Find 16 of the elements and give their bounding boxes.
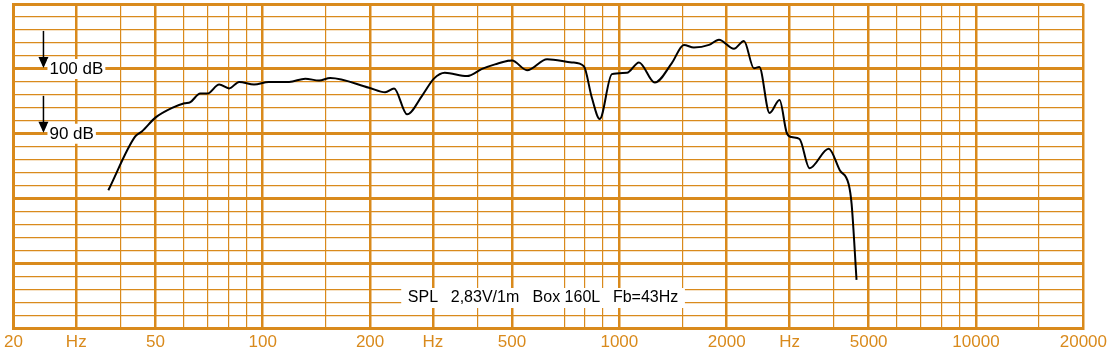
annotation: SPL 2,83V/1m Box 160L Fb=43Hz <box>407 288 679 306</box>
x-tick-label: Hz <box>779 332 800 352</box>
x-tick-label: 50 <box>145 332 165 352</box>
x-tick-label: 1000 <box>600 332 639 352</box>
x-tick-label: 20 <box>3 332 23 352</box>
x-tick-label: 100 <box>248 332 277 352</box>
x-tick-label: Hz <box>422 332 444 352</box>
x-tick-label: 200 <box>355 332 385 352</box>
x-tick-label: 500 <box>497 332 527 352</box>
x-tick-label: 5000 <box>849 332 888 352</box>
x-tick-label: 10000 <box>952 332 1000 352</box>
x-tick-label: Hz <box>65 332 87 352</box>
x-tick-label: 2000 <box>707 332 746 352</box>
x-tick-label: 20000 <box>1059 332 1107 352</box>
y-tick-label: 90 dB <box>49 123 94 143</box>
y-tick-label: 100 dB <box>49 58 104 78</box>
